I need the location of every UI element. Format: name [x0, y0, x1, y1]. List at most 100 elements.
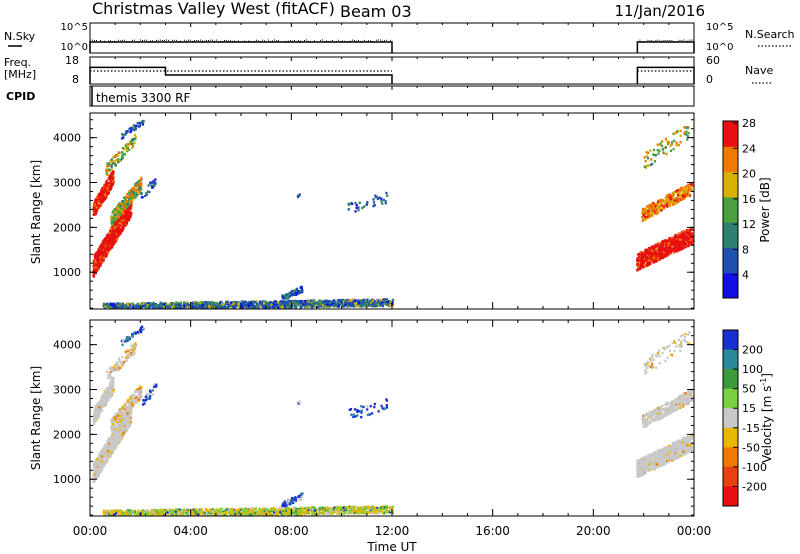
- range-cell: [683, 132, 685, 134]
- range-cell: [96, 259, 98, 261]
- range-cell: [294, 289, 296, 291]
- range-cell: [133, 124, 135, 126]
- range-cell: [644, 166, 646, 168]
- range-cell: [112, 177, 114, 179]
- range-cell: [110, 180, 112, 182]
- range-cell: [344, 304, 346, 306]
- range-cell: [668, 141, 670, 143]
- range-cell: [380, 200, 382, 202]
- range-cell: [153, 185, 155, 187]
- range-cell: [237, 305, 239, 307]
- range-cell: [665, 146, 667, 148]
- range-cell: [664, 201, 666, 203]
- range-cell: [647, 157, 649, 159]
- nsky-panel: N.Sky 10^5 10^0 10^5 10^0 N.Search: [4, 22, 795, 53]
- range-cell: [94, 254, 96, 256]
- nave-ytick-top: 60: [706, 54, 720, 67]
- range-cell: [655, 154, 657, 156]
- nsky-segment: [90, 42, 392, 53]
- range-cell: [122, 134, 124, 136]
- range-cell: [372, 300, 374, 302]
- range-cell: [656, 206, 658, 208]
- range-cell: [660, 248, 662, 250]
- range-cell: [161, 304, 163, 306]
- range-cell: [97, 253, 99, 255]
- range-cell: [646, 249, 648, 251]
- range-cell: [153, 181, 155, 183]
- range-cell: [670, 150, 672, 152]
- range-cell: [671, 141, 673, 143]
- range-cell: [137, 303, 139, 305]
- range-cell: [374, 195, 376, 197]
- range-cell: [357, 305, 359, 307]
- range-cell: [96, 206, 98, 208]
- range-cell: [656, 253, 658, 255]
- range-cell: [377, 198, 379, 200]
- range-cell: [385, 202, 387, 204]
- range-cell: [297, 196, 299, 198]
- range-cell: [224, 306, 226, 308]
- range-cell: [100, 245, 102, 247]
- range-cell: [122, 222, 124, 224]
- range-cell: [683, 126, 685, 128]
- range-cell: [121, 227, 123, 229]
- range-cell: [313, 300, 315, 302]
- range-cell: [112, 172, 114, 174]
- range-cell: [681, 188, 683, 190]
- range-cell: [109, 177, 111, 179]
- range-cell: [95, 463, 97, 465]
- range-cell: [678, 241, 680, 243]
- range-cell: [288, 300, 290, 302]
- power-panel: 1000200030004000 Slant Range [km]: [29, 113, 694, 309]
- colorbar-tick-label: 16: [742, 193, 756, 206]
- range-cell: [673, 192, 675, 194]
- range-cell: [102, 201, 104, 203]
- range-cell: [110, 234, 112, 236]
- range-cell: [644, 156, 646, 158]
- range-cell: [656, 248, 658, 250]
- range-cell: [657, 201, 659, 203]
- range-cell: [117, 161, 119, 163]
- range-cell: [103, 196, 105, 198]
- range-cell: [137, 122, 139, 124]
- range-cell: [652, 212, 654, 214]
- range-cell: [685, 133, 687, 135]
- range-cell: [106, 172, 108, 174]
- range-cell: [146, 304, 148, 306]
- range-cell: [101, 248, 103, 250]
- nsky-label: N.Sky: [4, 30, 36, 43]
- range-cell: [651, 250, 653, 252]
- range-cell: [689, 189, 691, 191]
- range-cell: [127, 218, 129, 220]
- range-cell: [99, 265, 101, 267]
- range-cell: [653, 149, 655, 151]
- range-cell: [667, 201, 669, 203]
- range-cell: [259, 302, 261, 304]
- range-cell: [661, 246, 663, 248]
- range-cell: [285, 295, 287, 297]
- range-cell: [366, 204, 368, 206]
- range-cell: [122, 205, 124, 207]
- range-cell: [643, 213, 645, 215]
- range-cell: [131, 128, 133, 130]
- range-cell: [337, 299, 339, 301]
- range-cell: [138, 125, 140, 127]
- range-cell: [671, 143, 673, 145]
- range-cell: [154, 178, 156, 180]
- range-cell: [372, 198, 374, 200]
- range-cell: [358, 302, 360, 304]
- range-cell: [651, 254, 653, 256]
- range-cell: [259, 305, 261, 307]
- range-cell: [130, 131, 132, 133]
- range-cell: [106, 306, 108, 308]
- range-cell: [685, 190, 687, 192]
- range-cell: [328, 306, 330, 308]
- colorbar-tick-label: 12: [742, 218, 756, 231]
- range-cell: [282, 296, 284, 298]
- range-cell: [124, 203, 126, 205]
- range-cell: [107, 236, 109, 238]
- range-cell: [675, 247, 677, 249]
- range-cell: [642, 219, 644, 221]
- range-cell: [110, 187, 112, 189]
- range-cell: [110, 216, 112, 218]
